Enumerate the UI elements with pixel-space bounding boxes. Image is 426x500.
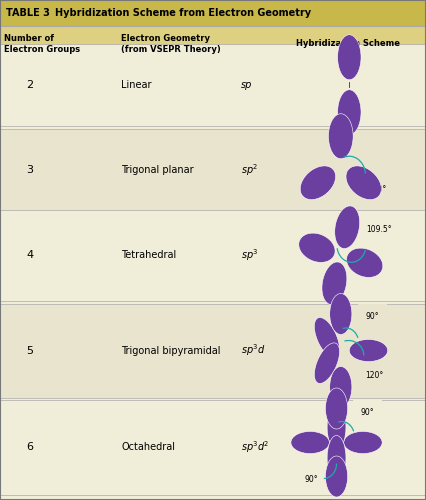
FancyBboxPatch shape	[0, 400, 426, 495]
Ellipse shape	[322, 262, 347, 304]
FancyBboxPatch shape	[0, 44, 426, 126]
Ellipse shape	[325, 456, 348, 497]
Ellipse shape	[314, 343, 340, 384]
Text: Trigonal bipyramidal: Trigonal bipyramidal	[121, 346, 221, 356]
Text: Linear: Linear	[121, 80, 152, 90]
Text: 2: 2	[26, 80, 33, 90]
FancyBboxPatch shape	[0, 0, 426, 26]
Ellipse shape	[338, 34, 361, 80]
Text: Octahedral: Octahedral	[121, 442, 176, 452]
Ellipse shape	[328, 114, 353, 159]
Text: 5: 5	[26, 346, 33, 356]
Text: 120°: 120°	[368, 186, 387, 194]
Text: Electron Geometry
(from VSEPR Theory): Electron Geometry (from VSEPR Theory)	[121, 34, 221, 54]
FancyBboxPatch shape	[0, 210, 426, 301]
Ellipse shape	[327, 404, 346, 450]
Text: 6: 6	[26, 442, 33, 452]
Text: 109.5°: 109.5°	[366, 224, 392, 234]
Text: 90°: 90°	[366, 312, 379, 321]
Ellipse shape	[299, 233, 335, 262]
Text: Number of
Electron Groups: Number of Electron Groups	[4, 34, 81, 54]
Text: Tetrahedral: Tetrahedral	[121, 250, 177, 260]
Text: 90°: 90°	[361, 408, 374, 417]
Ellipse shape	[291, 432, 329, 454]
Text: sp$^3$d$^2$: sp$^3$d$^2$	[241, 440, 268, 456]
Text: sp$^3$: sp$^3$	[241, 248, 258, 263]
Ellipse shape	[349, 340, 388, 361]
Text: Hybridization Scheme from Electron Geometry: Hybridization Scheme from Electron Geome…	[55, 8, 311, 18]
Text: sp$^3$d: sp$^3$d	[241, 342, 265, 358]
Text: 120°: 120°	[366, 371, 384, 380]
Text: 4: 4	[26, 250, 33, 260]
Text: Trigonal planar: Trigonal planar	[121, 165, 194, 175]
Ellipse shape	[338, 90, 361, 134]
Text: sp$^2$: sp$^2$	[241, 162, 258, 178]
Ellipse shape	[335, 206, 360, 248]
FancyBboxPatch shape	[0, 26, 426, 62]
FancyBboxPatch shape	[0, 304, 426, 398]
Text: sp: sp	[241, 80, 252, 90]
Ellipse shape	[314, 318, 340, 358]
Text: Hybridization Scheme: Hybridization Scheme	[296, 40, 400, 48]
Ellipse shape	[325, 388, 348, 429]
Text: 3: 3	[26, 165, 33, 175]
FancyBboxPatch shape	[0, 128, 426, 211]
Ellipse shape	[330, 294, 352, 335]
Ellipse shape	[346, 166, 381, 200]
Ellipse shape	[300, 166, 336, 200]
Ellipse shape	[344, 432, 382, 454]
Text: TABLE 3: TABLE 3	[6, 8, 50, 18]
Ellipse shape	[346, 248, 383, 278]
Ellipse shape	[327, 436, 346, 480]
Ellipse shape	[330, 366, 352, 408]
Text: 90°: 90°	[305, 476, 318, 484]
